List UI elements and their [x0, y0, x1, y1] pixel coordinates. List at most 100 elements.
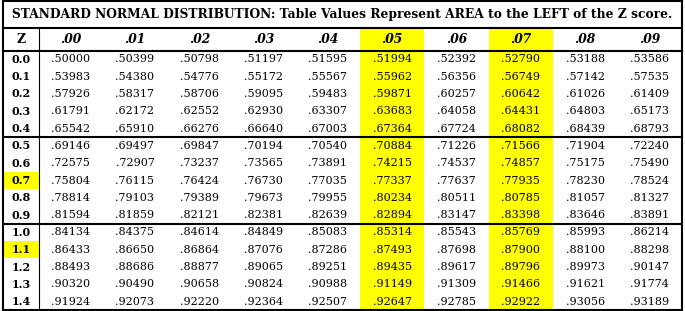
Bar	[488, 293, 553, 310]
Text: .78814: .78814	[51, 193, 90, 203]
Text: .84849: .84849	[244, 227, 283, 238]
Bar	[360, 51, 424, 68]
Text: .89251: .89251	[308, 262, 347, 272]
Text: .77035: .77035	[308, 175, 347, 186]
Bar	[360, 85, 424, 103]
Text: .07: .07	[510, 33, 532, 46]
Bar	[360, 258, 424, 276]
Text: 0.5: 0.5	[12, 140, 31, 151]
Text: .60257: .60257	[437, 89, 476, 99]
Text: .83891: .83891	[630, 210, 669, 220]
Text: .54380: .54380	[115, 72, 155, 82]
Text: .89973: .89973	[566, 262, 605, 272]
Text: .84375: .84375	[116, 227, 154, 238]
Text: .51595: .51595	[308, 54, 347, 64]
Bar	[488, 258, 553, 276]
Text: .87493: .87493	[373, 245, 412, 255]
Text: .65542: .65542	[51, 123, 90, 134]
Text: .92922: .92922	[501, 297, 540, 307]
Text: .90490: .90490	[115, 279, 155, 290]
Text: .74857: .74857	[501, 158, 540, 168]
Text: .71226: .71226	[437, 141, 476, 151]
Text: .82381: .82381	[244, 210, 283, 220]
Bar	[360, 207, 424, 224]
Text: 0.6: 0.6	[12, 158, 31, 169]
Text: .66640: .66640	[244, 123, 283, 134]
Text: .64431: .64431	[501, 106, 540, 116]
Text: .79955: .79955	[308, 193, 347, 203]
Bar	[360, 276, 424, 293]
Text: .62930: .62930	[244, 106, 283, 116]
Text: 1.1: 1.1	[12, 244, 31, 255]
Text: .63683: .63683	[373, 106, 412, 116]
Text: STANDARD NORMAL DISTRIBUTION: Table Values Represent AREA to the LEFT of the Z s: STANDARD NORMAL DISTRIBUTION: Table Valu…	[12, 8, 673, 21]
Text: 1.4: 1.4	[12, 296, 31, 307]
Text: .88298: .88298	[630, 245, 669, 255]
Text: .51994: .51994	[373, 54, 412, 64]
Text: 0.9: 0.9	[12, 210, 31, 221]
Text: .50399: .50399	[115, 54, 155, 64]
Bar	[488, 172, 553, 189]
Text: .78524: .78524	[630, 175, 669, 186]
Text: .53983: .53983	[51, 72, 90, 82]
Bar	[3, 241, 38, 258]
Text: .87076: .87076	[244, 245, 283, 255]
Text: .70194: .70194	[244, 141, 283, 151]
Text: .77935: .77935	[501, 175, 540, 186]
Text: .58317: .58317	[116, 89, 154, 99]
Bar	[488, 189, 553, 207]
Text: .55567: .55567	[308, 72, 347, 82]
Bar	[360, 137, 424, 155]
Bar	[360, 241, 424, 258]
Text: .67724: .67724	[437, 123, 476, 134]
Text: .91466: .91466	[501, 279, 540, 290]
Text: .77337: .77337	[373, 175, 412, 186]
Text: .70884: .70884	[373, 141, 412, 151]
Text: .76424: .76424	[179, 175, 219, 186]
Text: .88877: .88877	[180, 262, 219, 272]
Text: .06: .06	[446, 33, 467, 46]
Text: .65173: .65173	[630, 106, 669, 116]
Text: .73891: .73891	[308, 158, 347, 168]
Text: .80511: .80511	[437, 193, 476, 203]
Text: 0.2: 0.2	[12, 88, 31, 100]
Text: .01: .01	[125, 33, 146, 46]
Bar	[488, 207, 553, 224]
Text: .53188: .53188	[566, 54, 605, 64]
Text: .08: .08	[575, 33, 596, 46]
Text: .81594: .81594	[51, 210, 90, 220]
Text: .61791: .61791	[51, 106, 90, 116]
Text: .82639: .82639	[308, 210, 347, 220]
Bar	[488, 224, 553, 241]
Text: .64803: .64803	[566, 106, 605, 116]
Text: .88686: .88686	[115, 262, 155, 272]
Text: .02: .02	[188, 33, 210, 46]
Bar	[488, 85, 553, 103]
Text: .79389: .79389	[179, 193, 219, 203]
Text: .82894: .82894	[373, 210, 412, 220]
Text: .90824: .90824	[244, 279, 283, 290]
Text: .59871: .59871	[373, 89, 412, 99]
Bar	[488, 155, 553, 172]
Bar	[488, 68, 553, 85]
Text: 0.8: 0.8	[12, 192, 31, 203]
Text: .92785: .92785	[437, 297, 476, 307]
Text: .90658: .90658	[179, 279, 219, 290]
Text: .80234: .80234	[373, 193, 412, 203]
Text: .90320: .90320	[51, 279, 90, 290]
Text: Z: Z	[16, 33, 25, 46]
Text: .90147: .90147	[630, 262, 669, 272]
Text: .87900: .87900	[501, 245, 540, 255]
Text: .91924: .91924	[51, 297, 90, 307]
Text: .69497: .69497	[116, 141, 154, 151]
Bar	[488, 103, 553, 120]
Text: .86650: .86650	[115, 245, 155, 255]
Text: .56356: .56356	[437, 72, 476, 82]
Text: .76730: .76730	[244, 175, 283, 186]
Text: .67364: .67364	[373, 123, 412, 134]
Text: .59095: .59095	[244, 89, 283, 99]
Text: .71566: .71566	[501, 141, 540, 151]
Text: 1.2: 1.2	[12, 262, 31, 273]
Text: 0.1: 0.1	[12, 71, 31, 82]
Text: .68439: .68439	[566, 123, 605, 134]
